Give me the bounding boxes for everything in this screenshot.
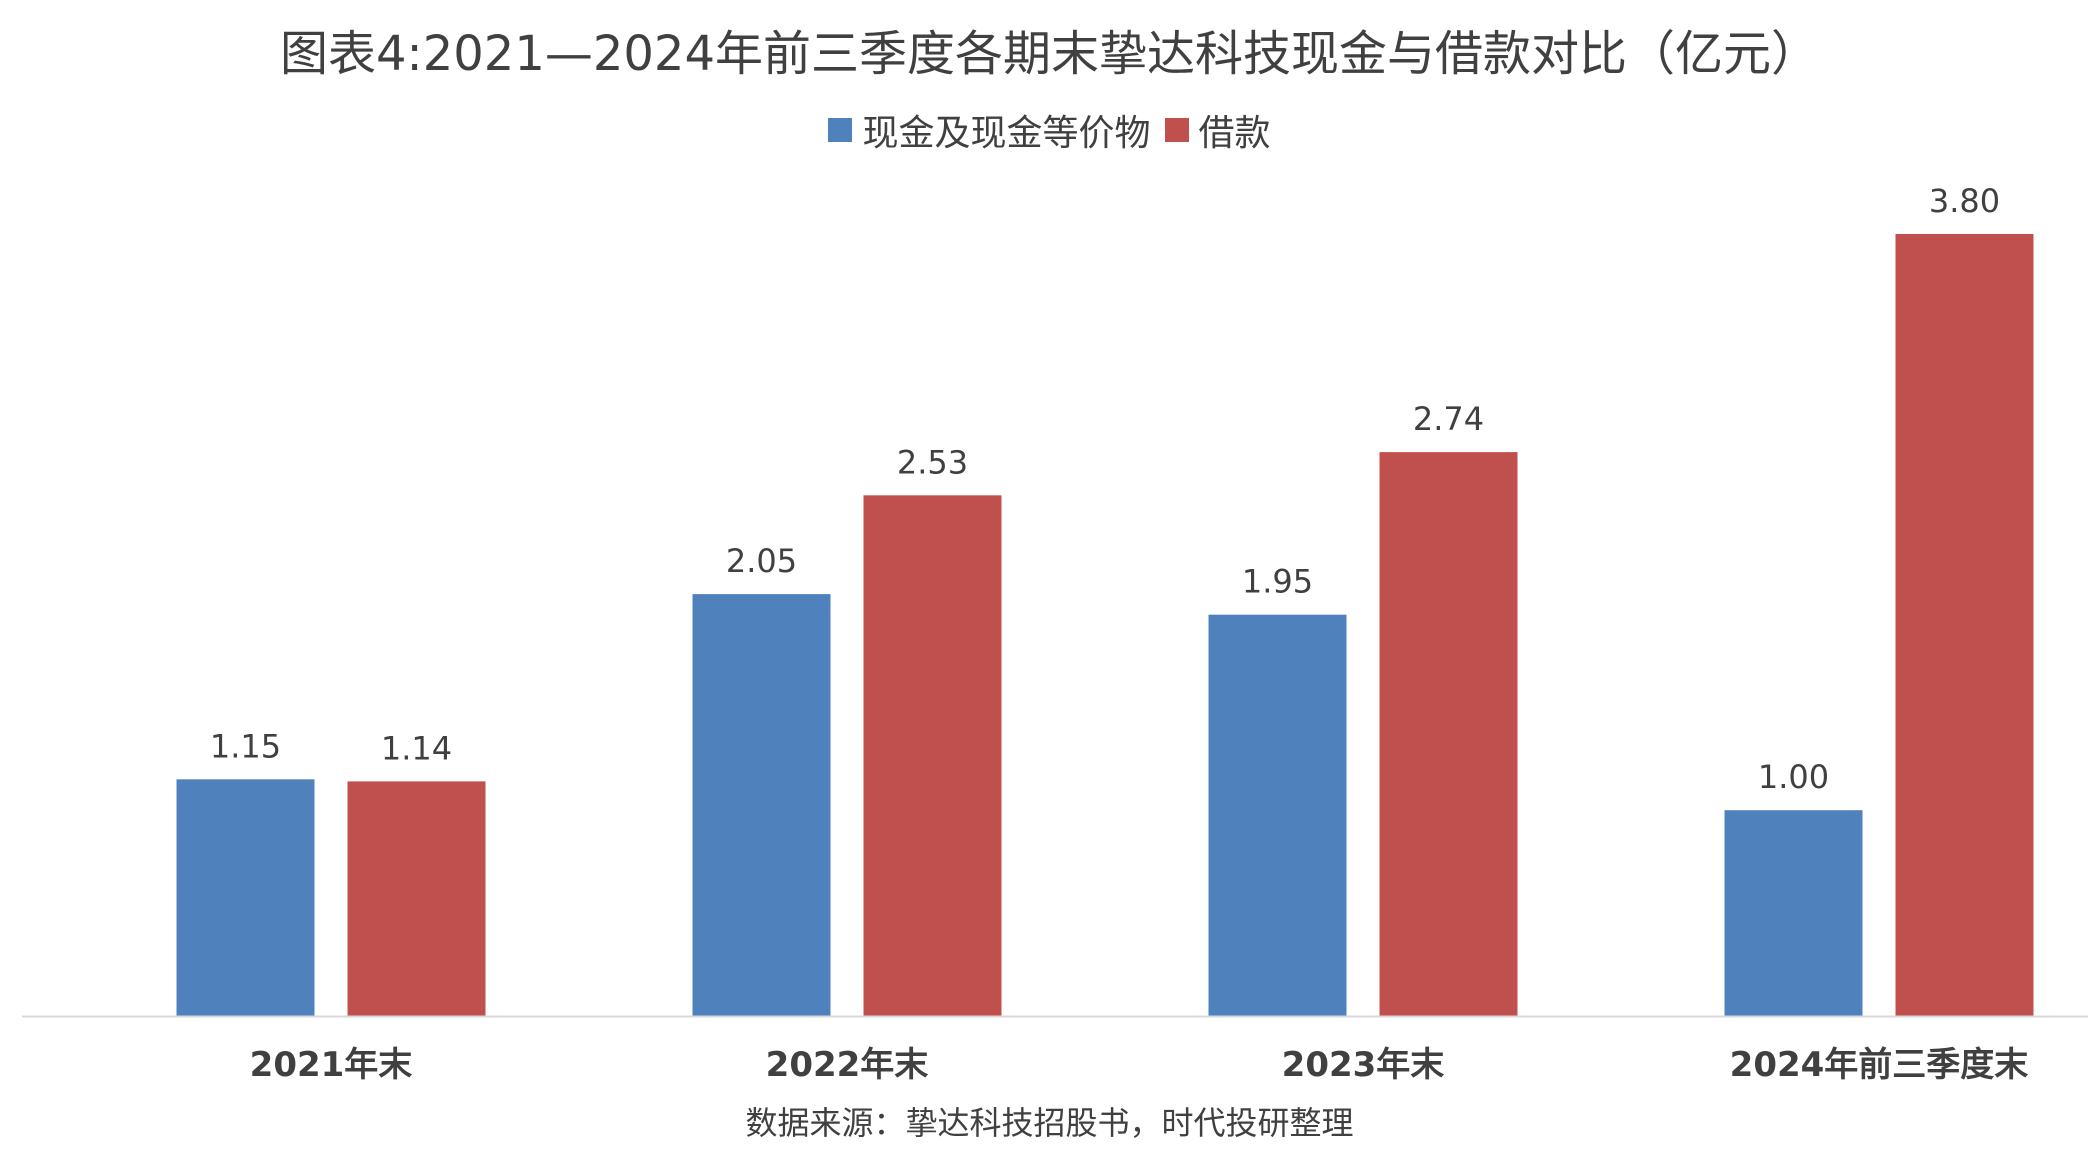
bar-cash-3 (1724, 810, 1863, 1016)
bar-borrowings-2 (1379, 452, 1518, 1016)
chart-title: 图表4:2021—2024年前三季度各期末挚达科技现金与借款对比（亿元） (279, 26, 1820, 82)
data-label-borrowings-3: 3.80 (1929, 182, 2000, 220)
x-tick-label-3: 2024年前三季度末 (1730, 1045, 2029, 1085)
legend-swatch-cash (828, 118, 853, 142)
legend-label-cash: 现金及现金等价物 (862, 113, 1151, 154)
bar-borrowings-1 (863, 495, 1002, 1016)
bar-borrowings-0 (347, 781, 486, 1016)
data-label-cash-3: 1.00 (1758, 758, 1829, 796)
data-label-cash-0: 1.15 (210, 727, 281, 765)
x-tick-label-1: 2022年末 (766, 1045, 929, 1085)
data-label-borrowings-1: 2.53 (897, 443, 968, 481)
bar-cash-1 (692, 594, 831, 1016)
data-label-cash-1: 2.05 (726, 542, 797, 580)
legend-item-borrowings: 借款 (1164, 104, 1271, 156)
source-note: 数据来源：挚达科技招股书，时代投研整理 (745, 1104, 1354, 1142)
data-label-borrowings-0: 1.14 (381, 729, 452, 767)
legend-label-borrowings: 借款 (1198, 113, 1271, 154)
chart-legend: 现金及现金等价物 借款 (0, 104, 2099, 156)
x-tick-label-0: 2021年末 (250, 1045, 413, 1085)
bar-borrowings-3 (1895, 233, 2034, 1016)
legend-swatch-borrowings (1164, 118, 1189, 142)
bar-cash-2 (1208, 614, 1347, 1016)
data-label-borrowings-2: 2.74 (1413, 400, 1484, 438)
bar-cash-0 (176, 779, 315, 1016)
data-label-cash-2: 1.95 (1242, 563, 1313, 601)
legend-item-cash: 现金及现金等价物 (828, 104, 1151, 156)
x-tick-label-2: 2023年末 (1282, 1045, 1445, 1085)
